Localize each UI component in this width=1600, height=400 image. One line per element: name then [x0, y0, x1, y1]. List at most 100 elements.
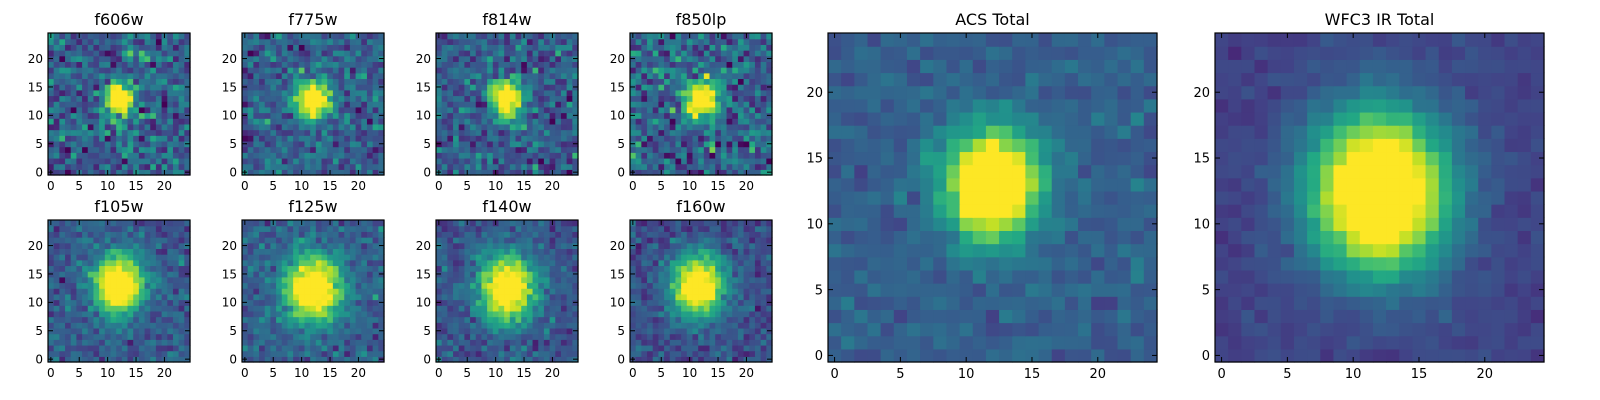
pixel-cell — [515, 55, 522, 62]
pixel-cell — [315, 89, 323, 97]
pixel-cell — [310, 95, 317, 102]
pixel-cell — [144, 44, 151, 51]
pixel-cell — [732, 44, 739, 51]
pixel-cell — [681, 78, 688, 85]
pixel-cell — [138, 129, 146, 136]
pixel-cell — [304, 259, 311, 267]
x-tick-label: 20 — [739, 179, 754, 193]
pixel-cell — [327, 152, 334, 159]
pixel-cell — [641, 129, 648, 136]
pixel-cell — [327, 344, 334, 352]
pixel-cell — [110, 55, 117, 62]
y-tick-label: 15 — [416, 267, 431, 281]
pixel-cell — [509, 89, 517, 97]
pixel-cell — [361, 350, 368, 357]
pixel-cell — [242, 231, 249, 238]
pixel-cell — [703, 84, 711, 91]
pixel-cell — [70, 356, 77, 363]
pixel-cell — [715, 305, 722, 312]
pixel-cell — [464, 316, 471, 323]
pixel-cell — [338, 106, 345, 114]
pixel-cell — [59, 95, 66, 102]
pixel-cell — [538, 242, 545, 249]
pixel-cell — [447, 101, 454, 108]
pixel-cell — [492, 310, 500, 318]
pixel-cell — [150, 169, 157, 176]
pixel-cell — [698, 84, 705, 91]
pixel-cell — [760, 276, 767, 284]
pixel-cell — [436, 50, 443, 57]
pixel-cell — [321, 293, 328, 301]
pixel-cell — [82, 72, 89, 80]
pixel-cell — [338, 112, 345, 119]
pixel-cell — [749, 72, 756, 80]
pixel-cell — [743, 89, 750, 97]
pixel-cell — [720, 299, 728, 306]
pixel-cell — [743, 95, 750, 102]
pixel-cell — [743, 327, 750, 335]
pixel-cell — [338, 89, 345, 97]
pixel-cell — [566, 152, 573, 159]
pixel-cell — [259, 95, 266, 102]
pixel-cell — [104, 248, 112, 255]
pixel-cell — [453, 356, 460, 363]
pixel-cell — [441, 84, 448, 91]
pixel-cell — [65, 299, 72, 306]
pixel-cell — [281, 231, 289, 238]
pixel-cell — [48, 44, 55, 51]
pixel-cell — [338, 55, 345, 62]
pixel-cell — [681, 169, 688, 176]
pixel-cell — [526, 339, 534, 346]
pixel-cell — [641, 50, 648, 57]
pixel-cell — [760, 67, 767, 74]
pixel-cell — [441, 140, 448, 148]
pixel-cell — [70, 123, 77, 131]
x-tick-label: 5 — [463, 179, 471, 193]
pixel-cell — [692, 33, 699, 40]
pixel-cell — [110, 50, 117, 57]
pixel-cell — [378, 259, 385, 267]
pixel-cell — [703, 129, 711, 136]
pixel-cell — [572, 33, 579, 40]
pixel-cell — [366, 310, 374, 318]
pixel-cell — [276, 72, 283, 80]
pixel-cell — [635, 140, 642, 148]
pixel-cell — [698, 344, 705, 352]
pixel-cell — [298, 44, 306, 51]
pixel-cell — [754, 288, 762, 295]
pixel-cell — [281, 248, 289, 255]
pixel-cell — [87, 299, 95, 306]
pixel-cell — [259, 61, 266, 68]
pixel-cell — [327, 163, 334, 170]
pixel-cell — [127, 333, 134, 340]
pixel-cell — [293, 123, 300, 131]
pixel-cell — [276, 305, 283, 312]
pixel-cell — [287, 135, 294, 142]
pixel-cell — [566, 327, 573, 335]
pixel-cell — [572, 135, 579, 142]
pixel-cell — [82, 237, 89, 244]
pixel-cell — [161, 282, 168, 289]
pixel-cell — [470, 33, 477, 40]
pixel-cell — [635, 163, 642, 170]
pixel-cell — [378, 146, 385, 153]
pixel-cell — [366, 322, 374, 329]
pixel-cell — [458, 72, 465, 80]
pixel-cell — [686, 118, 694, 125]
pixel-cell — [538, 129, 545, 136]
pixel-cell — [133, 237, 140, 244]
pixel-cell — [703, 140, 711, 148]
pixel-cell — [532, 67, 539, 74]
pixel-cell — [270, 242, 277, 249]
pixel-cell — [743, 50, 750, 57]
pixel-cell — [70, 140, 77, 148]
pixel-cell — [87, 44, 95, 51]
pixel-cell — [726, 38, 733, 45]
pixel-cell — [338, 350, 345, 357]
pixel-cell — [53, 282, 60, 289]
pixel-cell — [675, 44, 682, 51]
pixel-cell — [366, 67, 374, 74]
pixel-cell — [65, 242, 72, 249]
pixel-cell — [732, 50, 739, 57]
pixel-cell — [144, 305, 151, 312]
